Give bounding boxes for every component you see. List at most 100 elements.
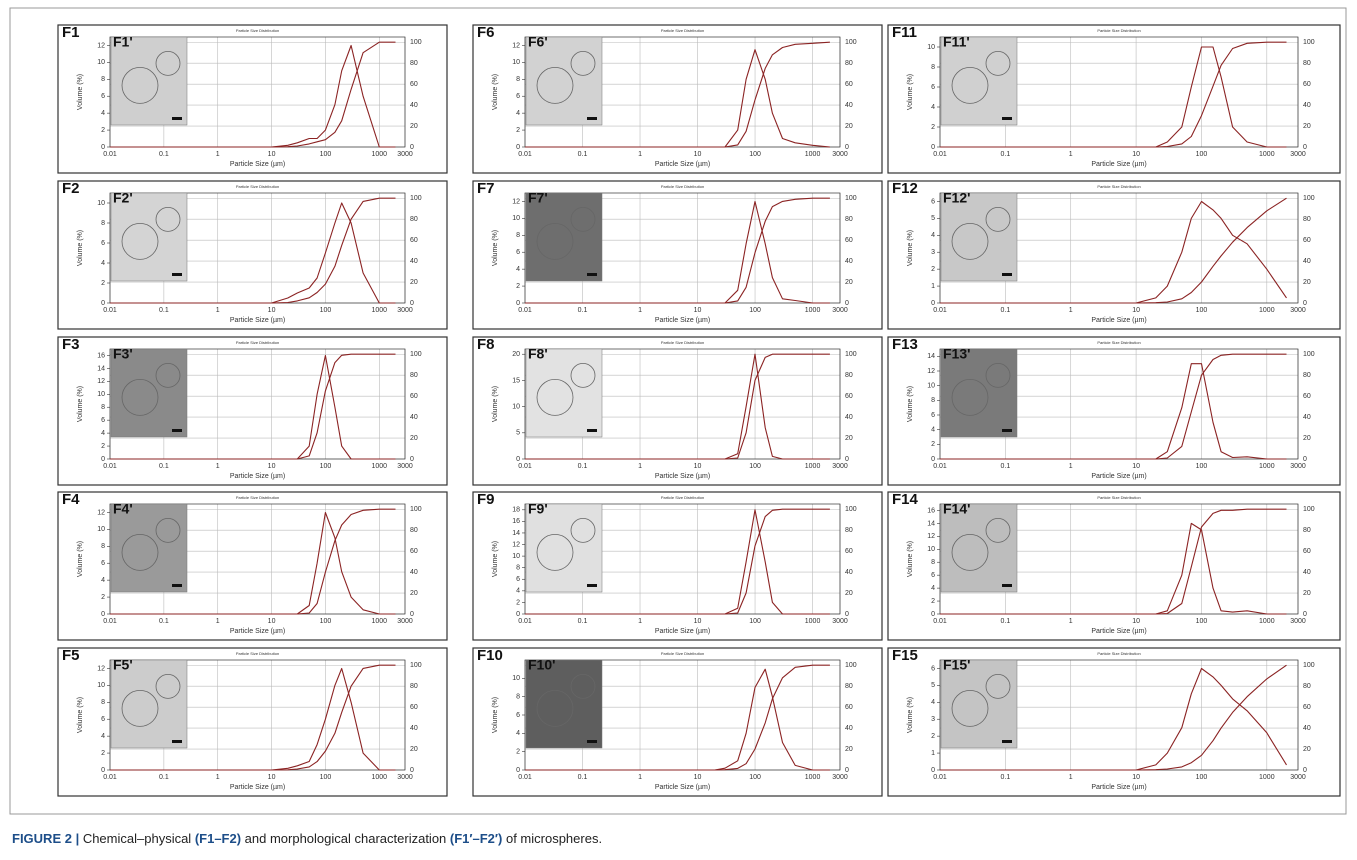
y-tick-label: 10 xyxy=(97,391,105,398)
y-axis-label: Volume (%) xyxy=(77,541,84,577)
scale-bar xyxy=(1002,584,1012,587)
x-tick-label: 0.01 xyxy=(103,774,117,781)
x-axis-label: Particle Size (µm) xyxy=(655,473,710,480)
x-axis-label: Particle Size (µm) xyxy=(1091,784,1146,791)
y-tick-label: 6 xyxy=(516,712,520,719)
x-tick-label: 1000 xyxy=(372,307,388,314)
chart-title: Particle Size Distribution xyxy=(661,28,704,33)
y-tick-label: 4 xyxy=(931,427,935,434)
inset-label: F14' xyxy=(943,501,970,517)
x-tick-label: 0.01 xyxy=(933,618,947,625)
x-tick-label: 10 xyxy=(694,618,702,625)
x-tick-label: 10 xyxy=(268,618,276,625)
y-axis-label: Volume (%) xyxy=(77,74,84,110)
y2-tick-label: 40 xyxy=(845,725,853,732)
inset-label: F1' xyxy=(113,34,133,50)
x-axis-label: Particle Size (µm) xyxy=(655,317,710,324)
y-tick-label: 2 xyxy=(516,127,520,134)
y2-tick-label: 40 xyxy=(845,258,853,265)
y2-tick-label: 40 xyxy=(1303,414,1311,421)
x-tick-label: 3000 xyxy=(397,463,413,470)
y2-tick-label: 20 xyxy=(845,590,853,597)
y2-tick-label: 40 xyxy=(1303,102,1311,109)
x-axis-label: Particle Size (µm) xyxy=(230,161,285,168)
y-tick-label: 4 xyxy=(516,266,520,273)
y2-tick-label: 0 xyxy=(845,456,849,463)
y-tick-label: 0 xyxy=(931,611,935,618)
y2-tick-label: 100 xyxy=(845,662,857,669)
y-tick-label: 0 xyxy=(101,144,105,151)
inset-label: F4' xyxy=(113,501,133,517)
y2-tick-label: 40 xyxy=(410,414,418,421)
chart-title: Particle Size Distribution xyxy=(236,651,279,656)
y-tick-label: 15 xyxy=(512,377,520,384)
y2-tick-label: 20 xyxy=(410,435,418,442)
y-axis-label: Volume (%) xyxy=(77,697,84,733)
x-tick-label: 1 xyxy=(216,463,220,470)
scale-bar xyxy=(587,740,597,743)
y2-tick-label: 20 xyxy=(410,590,418,597)
y-tick-label: 4 xyxy=(931,699,935,706)
y-tick-label: 10 xyxy=(927,44,935,51)
x-tick-label: 10 xyxy=(694,774,702,781)
x-tick-label: 100 xyxy=(1196,307,1208,314)
y-tick-label: 8 xyxy=(516,565,520,572)
x-axis-label: Particle Size (µm) xyxy=(655,784,710,791)
x-tick-label: 1 xyxy=(638,307,642,314)
x-tick-label: 0.1 xyxy=(159,307,169,314)
x-tick-label: 100 xyxy=(749,774,761,781)
panel-label: F2 xyxy=(62,180,80,197)
panel-label: F6 xyxy=(477,24,495,41)
y-tick-label: 0 xyxy=(516,300,520,307)
y-tick-label: 14 xyxy=(927,520,935,527)
x-axis-label: Particle Size (µm) xyxy=(230,473,285,480)
x-tick-label: 10 xyxy=(268,463,276,470)
y2-tick-label: 40 xyxy=(845,102,853,109)
y-tick-label: 0 xyxy=(516,144,520,151)
scale-bar xyxy=(1002,117,1012,120)
y-tick-label: 10 xyxy=(512,215,520,222)
x-axis-label: Particle Size (µm) xyxy=(655,161,710,168)
y-tick-label: 12 xyxy=(97,509,105,516)
y-tick-label: 8 xyxy=(101,76,105,83)
x-tick-label: 0.1 xyxy=(1000,463,1010,470)
x-tick-label: 100 xyxy=(1196,774,1208,781)
panel-label: F7 xyxy=(477,180,495,197)
x-tick-label: 10 xyxy=(1132,774,1140,781)
x-axis-label: Particle Size (µm) xyxy=(230,784,285,791)
y-tick-label: 6 xyxy=(931,665,935,672)
y2-tick-label: 40 xyxy=(410,725,418,732)
x-tick-label: 100 xyxy=(320,463,332,470)
x-axis-label: Particle Size (µm) xyxy=(230,317,285,324)
chart-title: Particle Size Distribution xyxy=(1097,495,1140,500)
y-axis-label: Volume (%) xyxy=(907,386,914,422)
x-tick-label: 3000 xyxy=(832,774,848,781)
y2-tick-label: 0 xyxy=(1303,456,1307,463)
y-tick-label: 0 xyxy=(931,300,935,307)
x-tick-label: 1000 xyxy=(1259,307,1275,314)
x-tick-label: 0.01 xyxy=(518,774,532,781)
y-tick-label: 6 xyxy=(516,576,520,583)
y-tick-label: 8 xyxy=(516,232,520,239)
x-tick-label: 1 xyxy=(216,618,220,625)
x-axis-label: Particle Size (µm) xyxy=(1091,628,1146,635)
x-tick-label: 3000 xyxy=(832,151,848,158)
x-axis-label: Particle Size (µm) xyxy=(1091,473,1146,480)
panel: Particle Size Distribution0.010.11101001… xyxy=(888,336,1340,485)
y2-tick-label: 100 xyxy=(1303,39,1315,46)
x-tick-label: 100 xyxy=(1196,463,1208,470)
x-tick-label: 3000 xyxy=(397,618,413,625)
x-tick-label: 10 xyxy=(268,151,276,158)
scale-bar xyxy=(172,740,182,743)
y2-tick-label: 40 xyxy=(1303,569,1311,576)
y2-tick-label: 80 xyxy=(845,683,853,690)
x-tick-label: 3000 xyxy=(397,774,413,781)
panel-label: F12 xyxy=(892,180,918,197)
caption-label: FIGURE 2 | xyxy=(12,831,79,846)
y2-tick-label: 0 xyxy=(1303,611,1307,618)
panel-label: F5 xyxy=(62,647,80,664)
y-tick-label: 0 xyxy=(101,767,105,774)
y-tick-label: 10 xyxy=(927,383,935,390)
y-tick-label: 10 xyxy=(97,526,105,533)
